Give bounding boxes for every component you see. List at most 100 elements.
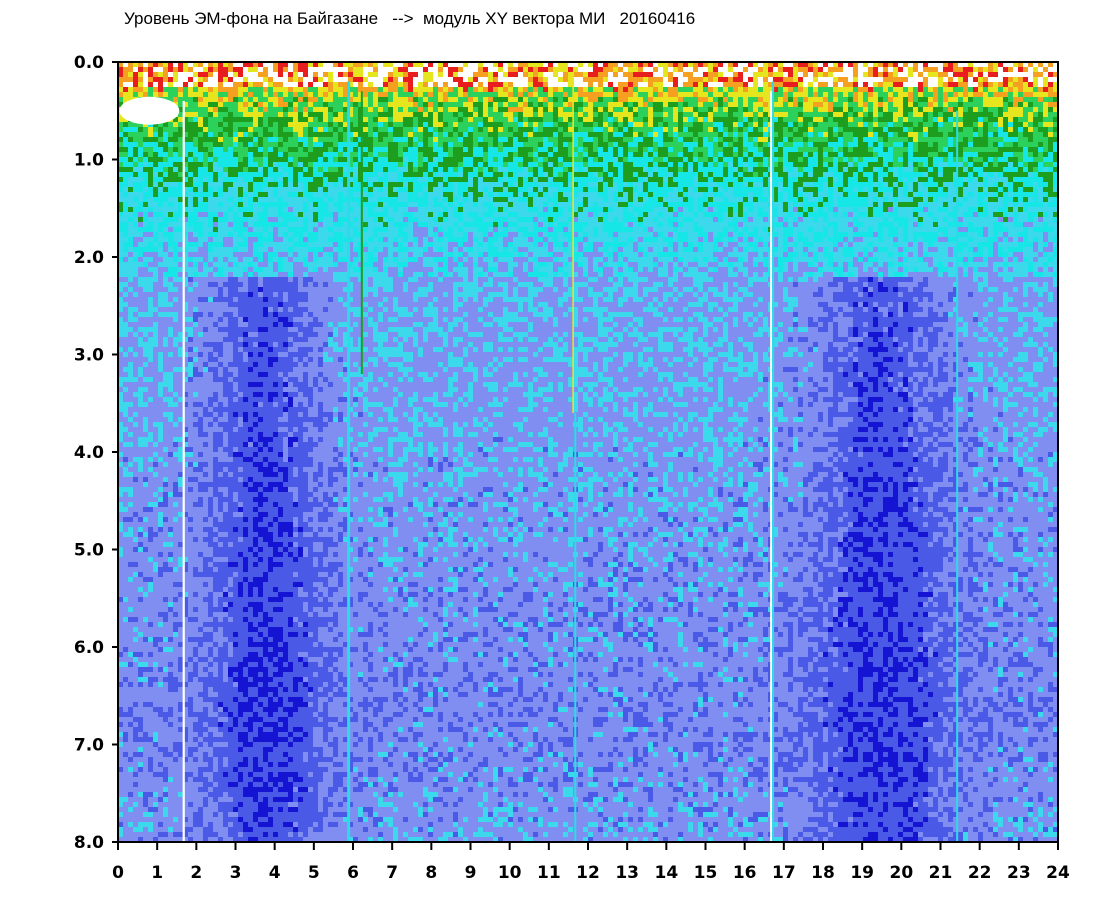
- heatmap-cell: [728, 67, 734, 73]
- heatmap-cell: [778, 82, 784, 88]
- heatmap-cell: [598, 72, 604, 78]
- heatmap-cell: [793, 137, 799, 143]
- heatmap-cell: [888, 112, 894, 118]
- heatmap-cell: [1048, 62, 1054, 68]
- heatmap-cell: [373, 102, 379, 108]
- heatmap-cell: [728, 72, 734, 78]
- heatmap-cell: [473, 102, 479, 108]
- heatmap-cell: [863, 97, 869, 103]
- heatmap-cell: [773, 82, 779, 88]
- heatmap-cell: [828, 187, 834, 193]
- heatmap-cell: [918, 107, 924, 113]
- heatmap-cell: [908, 152, 914, 158]
- heatmap-cell: [303, 72, 309, 78]
- heatmap-cell: [633, 132, 639, 138]
- heatmap-cell: [858, 72, 864, 78]
- heatmap-cell: [908, 147, 914, 153]
- heatmap-cell: [348, 147, 354, 153]
- heatmap-cell: [1033, 177, 1039, 183]
- heatmap-cell: [233, 77, 239, 83]
- heatmap-cell: [608, 92, 614, 98]
- heatmap-cell: [643, 147, 649, 153]
- heatmap-cell: [358, 92, 364, 98]
- heatmap-cell: [978, 177, 984, 183]
- heatmap-cell: [643, 137, 649, 143]
- heatmap-cell: [923, 72, 929, 78]
- heatmap-cell: [603, 182, 609, 188]
- heatmap-cell: [783, 87, 789, 93]
- heatmap-cell: [828, 122, 834, 128]
- heatmap-cell: [663, 112, 669, 118]
- heatmap-cell: [748, 77, 754, 83]
- heatmap-cell: [143, 167, 149, 173]
- heatmap-cell: [138, 157, 144, 163]
- heatmap-cell: [218, 162, 224, 168]
- heatmap-cell: [903, 92, 909, 98]
- heatmap-cell: [598, 117, 604, 123]
- heatmap-cell: [318, 192, 324, 198]
- heatmap-cell: [393, 192, 399, 198]
- heatmap-cell: [178, 62, 184, 68]
- heatmap-cell: [413, 92, 419, 98]
- heatmap-cell: [903, 152, 909, 158]
- heatmap-cell: [578, 172, 584, 178]
- heatmap-cell: [973, 122, 979, 128]
- heatmap-cell: [253, 72, 259, 78]
- heatmap-cell: [898, 77, 904, 83]
- heatmap-cell: [233, 87, 239, 93]
- heatmap-cell: [683, 67, 689, 73]
- heatmap-cell: [718, 162, 724, 168]
- heatmap-cell: [548, 127, 554, 133]
- heatmap-cell: [833, 152, 839, 158]
- heatmap-cell: [273, 172, 279, 178]
- heatmap-cell: [853, 82, 859, 88]
- heatmap-cell: [283, 152, 289, 158]
- heatmap-cell: [318, 167, 324, 173]
- heatmap-cell: [363, 172, 369, 178]
- heatmap-cell: [143, 172, 149, 178]
- heatmap-cell: [753, 132, 759, 138]
- heatmap-cell: [633, 77, 639, 83]
- heatmap-cell: [1023, 117, 1029, 123]
- heatmap-cell: [608, 142, 614, 148]
- heatmap-cell: [583, 127, 589, 133]
- heatmap-cell: [873, 132, 879, 138]
- heatmap-cell: [183, 97, 189, 103]
- heatmap-cell: [233, 117, 239, 123]
- heatmap-cell: [183, 142, 189, 148]
- heatmap-cell: [558, 62, 564, 68]
- heatmap-cell: [398, 102, 404, 108]
- heatmap-cell: [383, 142, 389, 148]
- heatmap-cell: [393, 132, 399, 138]
- heatmap-cell: [318, 117, 324, 123]
- heatmap-cell: [428, 67, 434, 73]
- heatmap-cell: [193, 87, 199, 93]
- heatmap-cell: [888, 132, 894, 138]
- heatmap-cell: [418, 162, 424, 168]
- heatmap-cell: [243, 147, 249, 153]
- heatmap-cell: [848, 72, 854, 78]
- heatmap-cell: [653, 107, 659, 113]
- heatmap-cell: [388, 172, 394, 178]
- heatmap-cell: [183, 162, 189, 168]
- heatmap-cell: [558, 87, 564, 93]
- heatmap-cell: [678, 127, 684, 133]
- heatmap-cell: [498, 142, 504, 148]
- heatmap-cell: [848, 157, 854, 163]
- heatmap-cell: [928, 97, 934, 103]
- heatmap-cell: [168, 182, 174, 188]
- heatmap-cell: [633, 142, 639, 148]
- heatmap-cell: [833, 172, 839, 178]
- heatmap-cell: [598, 132, 604, 138]
- heatmap-cell: [378, 172, 384, 178]
- heatmap-cell: [798, 162, 804, 168]
- heatmap-cell: [533, 82, 539, 88]
- heatmap-cell: [788, 87, 794, 93]
- heatmap-cell: [468, 72, 474, 78]
- heatmap-cell: [703, 112, 709, 118]
- heatmap-cell: [558, 157, 564, 163]
- heatmap-cell: [898, 62, 904, 68]
- heatmap-cell: [738, 117, 744, 123]
- heatmap-cell: [263, 122, 269, 128]
- heatmap-cell: [678, 167, 684, 173]
